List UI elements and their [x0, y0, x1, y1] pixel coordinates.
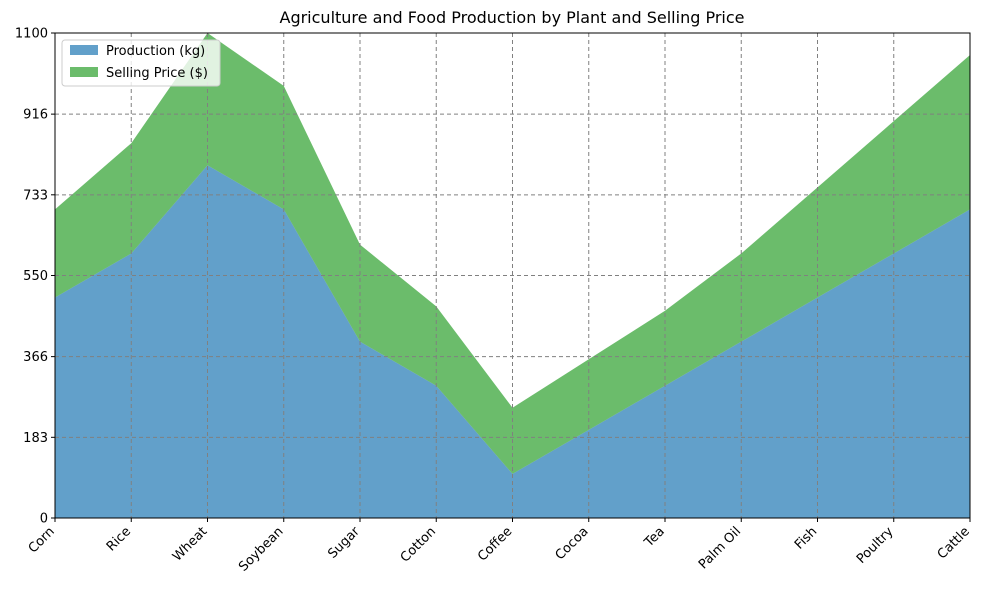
legend-box [61, 39, 221, 87]
y-tick-label: 183 [23, 431, 48, 446]
y-tick-label: 1100 [15, 27, 48, 42]
legend-swatch-selling-price [70, 67, 98, 77]
x-tick-label: Cattle [935, 524, 973, 562]
x-tick-label: Soybean [236, 524, 286, 574]
legend-swatch-production [70, 45, 98, 55]
y-tick-label: 366 [23, 350, 48, 365]
legend-label-selling-price: Selling Price ($) [106, 66, 208, 81]
legend: Production (kg) Selling Price ($) [61, 39, 221, 87]
x-tick-label: Wheat [170, 524, 210, 564]
x-tick-label: Cocoa [553, 524, 592, 563]
x-tick-label: Corn [26, 524, 58, 556]
x-axis: Corn Rice Wheat Soybean Sugar Cotton Coffee Coc… [26, 518, 973, 575]
x-tick-label: Tea [641, 524, 668, 551]
y-tick-label: 916 [23, 108, 48, 123]
x-tick-label: Cotton [398, 524, 439, 565]
y-tick-label: 0 [40, 512, 48, 527]
x-tick-label: Coffee [475, 524, 515, 564]
area-series-1 [55, 33, 970, 474]
y-tick-label: 550 [23, 269, 48, 284]
legend-label-production: Production (kg) [106, 44, 205, 59]
x-tick-label: Fish [792, 524, 820, 552]
chart-title: Agriculture and Food Production by Plant… [280, 8, 745, 27]
x-tick-label: Palm Oil [696, 524, 744, 572]
x-tick-label: Poultry [854, 524, 897, 567]
y-tick-label: 733 [23, 188, 48, 203]
x-tick-label: Rice [104, 524, 134, 554]
x-tick-label: Sugar [325, 524, 363, 562]
y-axis: 0 183 366 550 733 916 1100 [15, 27, 55, 527]
